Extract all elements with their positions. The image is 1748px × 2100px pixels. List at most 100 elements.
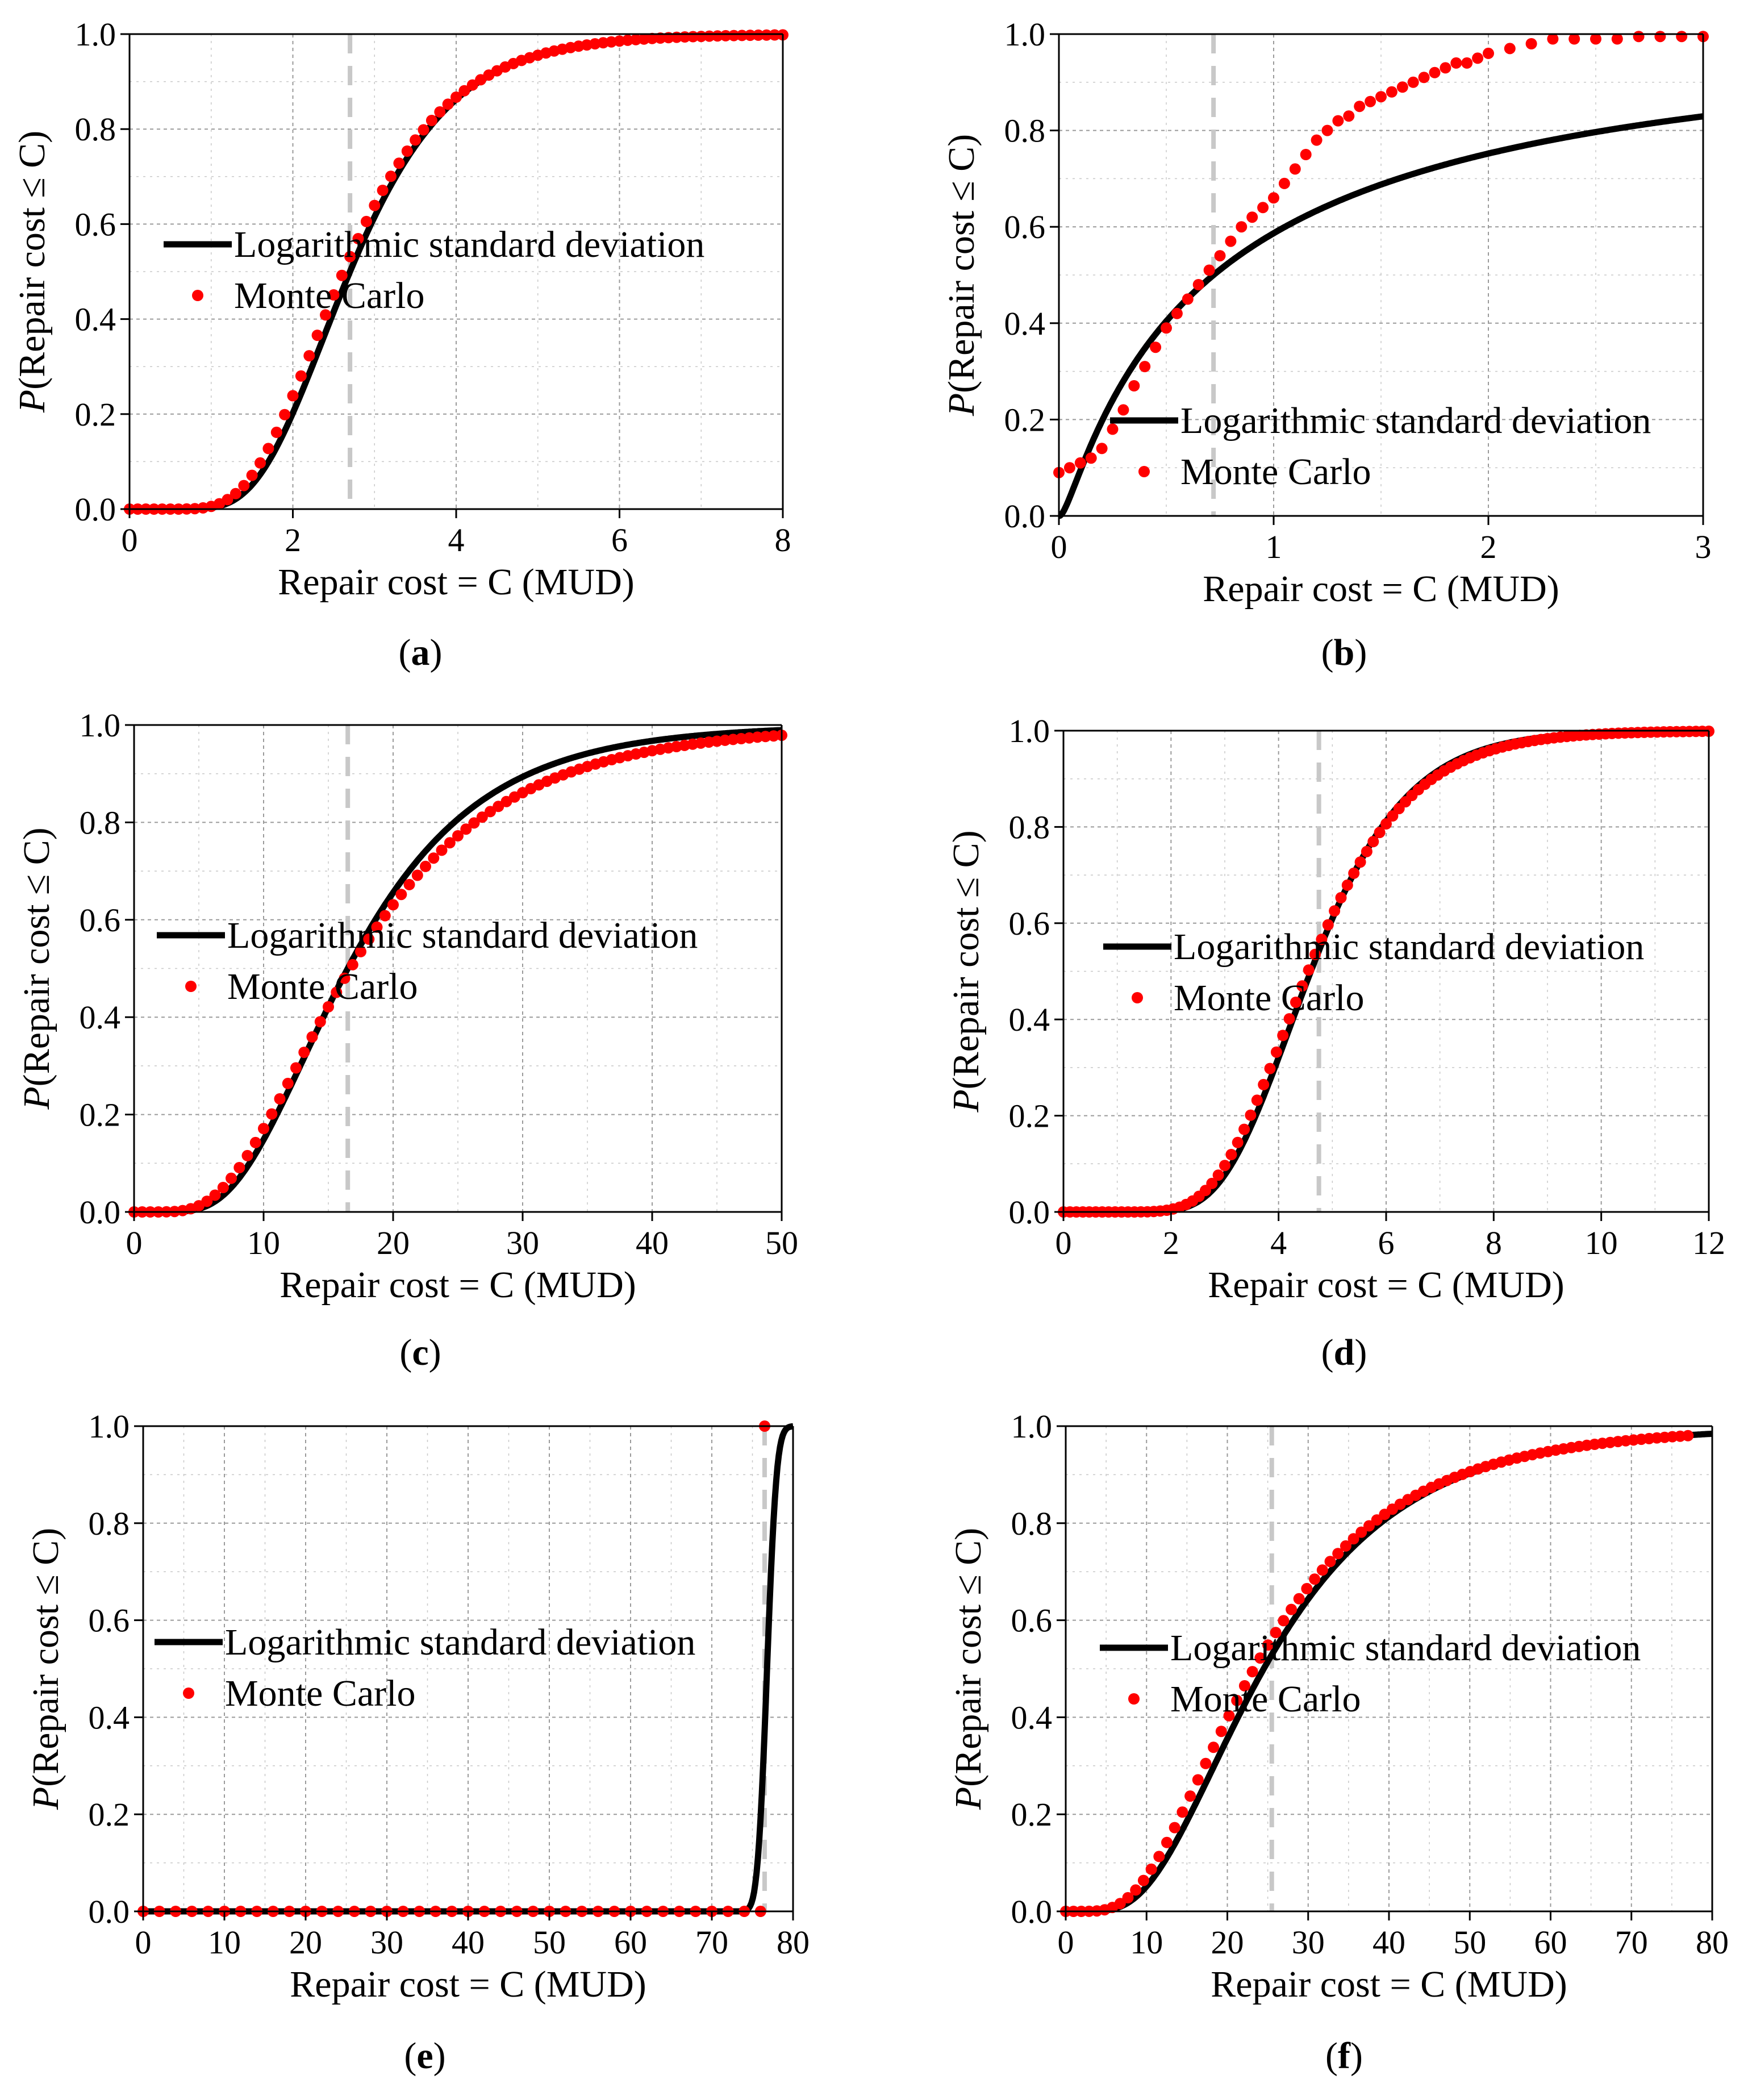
data-point-monte-carlo bbox=[1290, 997, 1301, 1008]
data-point-monte-carlo bbox=[1192, 279, 1204, 290]
y-axis-label-italic: P bbox=[25, 1787, 66, 1810]
data-point-monte-carlo bbox=[1270, 1046, 1282, 1058]
data-point-monte-carlo bbox=[279, 409, 291, 420]
data-point-monte-carlo bbox=[290, 1062, 302, 1074]
y-axis-label-rest: (Repair cost ≤ C) bbox=[16, 827, 57, 1086]
data-point-monte-carlo bbox=[1278, 1615, 1290, 1627]
data-point-monte-carlo bbox=[1363, 1520, 1375, 1532]
data-point-monte-carlo bbox=[1633, 31, 1645, 43]
data-point-monte-carlo bbox=[230, 488, 241, 499]
data-point-monte-carlo bbox=[1354, 101, 1366, 113]
x-tick-label: 2 bbox=[1163, 1224, 1179, 1261]
data-point-monte-carlo bbox=[311, 330, 323, 341]
data-point-monte-carlo bbox=[1139, 361, 1151, 373]
chart-panel-c: 0 10 20 30 40 50 0.0 0.2 0.4 0.6 0.8 1.0 Repair cost… bbox=[16, 707, 798, 1373]
data-point-monte-carlo bbox=[238, 480, 250, 491]
data-point-monte-carlo bbox=[1676, 31, 1688, 43]
data-point-monte-carlo bbox=[1472, 52, 1484, 64]
x-tick-label: 60 bbox=[1534, 1924, 1567, 1961]
data-point-monte-carlo bbox=[201, 1195, 213, 1207]
data-point-monte-carlo bbox=[1329, 905, 1341, 917]
legend-swatch-dot bbox=[1138, 466, 1150, 477]
data-point-monte-carlo bbox=[410, 134, 422, 146]
x-tick-label: 4 bbox=[448, 522, 465, 559]
data-point-monte-carlo bbox=[320, 309, 331, 321]
data-point-monte-carlo bbox=[1251, 1094, 1263, 1106]
data-point-monte-carlo bbox=[1301, 1583, 1313, 1594]
data-point-monte-carlo bbox=[736, 30, 748, 41]
data-point-monte-carlo bbox=[452, 830, 464, 841]
legend-swatch-dot bbox=[1128, 1693, 1140, 1705]
data-point-monte-carlo bbox=[369, 199, 381, 211]
data-point-monte-carlo bbox=[1332, 1548, 1344, 1560]
y-tick-label: 0.8 bbox=[1004, 113, 1046, 149]
data-point-monte-carlo bbox=[1293, 1593, 1305, 1605]
y-tick-label: 0.2 bbox=[1009, 1098, 1050, 1135]
data-point-monte-carlo bbox=[393, 157, 405, 169]
data-point-monte-carlo bbox=[1348, 867, 1360, 879]
data-point-monte-carlo bbox=[1153, 1851, 1165, 1863]
y-tick-label: 0.6 bbox=[1011, 1602, 1053, 1639]
y-tick-label: 0.4 bbox=[75, 301, 116, 338]
x-tick-label: 0 bbox=[135, 1924, 152, 1961]
y-tick-label: 0.0 bbox=[80, 1194, 121, 1231]
data-point-monte-carlo bbox=[217, 1182, 229, 1193]
data-point-monte-carlo bbox=[266, 1108, 278, 1120]
data-point-monte-carlo bbox=[385, 170, 397, 182]
y-axis-label-italic: P bbox=[945, 1089, 987, 1112]
data-point-monte-carlo bbox=[1254, 1652, 1266, 1664]
data-point-monte-carlo bbox=[314, 1016, 326, 1028]
data-point-monte-carlo bbox=[450, 91, 462, 103]
data-point-monte-carlo bbox=[1238, 1680, 1250, 1691]
x-tick-label: 0 bbox=[1056, 1224, 1072, 1261]
data-point-monte-carlo bbox=[1504, 43, 1516, 55]
data-point-monte-carlo bbox=[344, 251, 356, 262]
data-point-monte-carlo bbox=[1238, 1123, 1250, 1135]
y-tick-label: 0.0 bbox=[1004, 498, 1046, 535]
data-point-monte-carlo bbox=[331, 986, 343, 998]
data-point-monte-carlo bbox=[1212, 1169, 1224, 1181]
y-tick-label: 0.2 bbox=[80, 1097, 121, 1134]
y-tick-label: 0.8 bbox=[80, 804, 121, 841]
y-tick-label: 0.6 bbox=[89, 1602, 130, 1639]
y-tick-label: 0.0 bbox=[89, 1893, 130, 1930]
data-point-monte-carlo bbox=[1309, 1573, 1321, 1585]
legend: Logarithmic standard deviation Monte Carl… bbox=[164, 224, 704, 316]
data-point-monte-carlo bbox=[720, 30, 732, 41]
data-point-monte-carlo bbox=[360, 215, 372, 227]
data-point-monte-carlo bbox=[222, 494, 233, 506]
data-point-monte-carlo bbox=[1074, 457, 1086, 469]
legend-swatch-dot bbox=[1132, 992, 1143, 1003]
data-point-monte-carlo bbox=[287, 390, 299, 402]
legend: Logarithmic standard deviation Monte Carl… bbox=[1103, 926, 1644, 1019]
data-point-monte-carlo bbox=[468, 817, 480, 829]
data-point-monte-carlo bbox=[1203, 264, 1215, 276]
data-point-monte-carlo bbox=[1340, 1540, 1351, 1552]
data-point-monte-carlo bbox=[336, 269, 348, 281]
data-point-monte-carlo bbox=[458, 85, 470, 97]
y-tick-label: 0.8 bbox=[1009, 809, 1050, 845]
legend-label-monte-carlo: Monte Carlo bbox=[225, 1673, 415, 1714]
data-point-monte-carlo bbox=[1246, 1666, 1258, 1678]
data-point-monte-carlo bbox=[1225, 235, 1237, 247]
x-tick-label: 4 bbox=[1270, 1224, 1287, 1261]
data-point-monte-carlo bbox=[377, 185, 389, 196]
x-tick-label: 70 bbox=[695, 1924, 728, 1961]
y-axis-label-rest: (Repair cost ≤ C) bbox=[945, 830, 987, 1089]
data-point-monte-carlo bbox=[249, 1136, 261, 1148]
data-point-monte-carlo bbox=[1547, 33, 1559, 45]
data-point-monte-carlo bbox=[1171, 307, 1183, 319]
data-point-monte-carlo bbox=[295, 370, 307, 382]
data-point-monte-carlo bbox=[262, 443, 274, 455]
y-tick-label: 0.0 bbox=[75, 491, 116, 528]
data-point-monte-carlo bbox=[752, 29, 764, 41]
panel-label: (a) bbox=[399, 632, 443, 673]
data-point-monte-carlo bbox=[1568, 33, 1580, 45]
data-point-monte-carlo bbox=[436, 844, 448, 856]
x-tick-label: 40 bbox=[1372, 1924, 1405, 1961]
data-point-monte-carlo bbox=[387, 899, 399, 911]
data-point-monte-carlo bbox=[347, 959, 358, 970]
data-point-monte-carlo bbox=[1130, 1884, 1142, 1896]
data-point-monte-carlo bbox=[1137, 1874, 1149, 1886]
